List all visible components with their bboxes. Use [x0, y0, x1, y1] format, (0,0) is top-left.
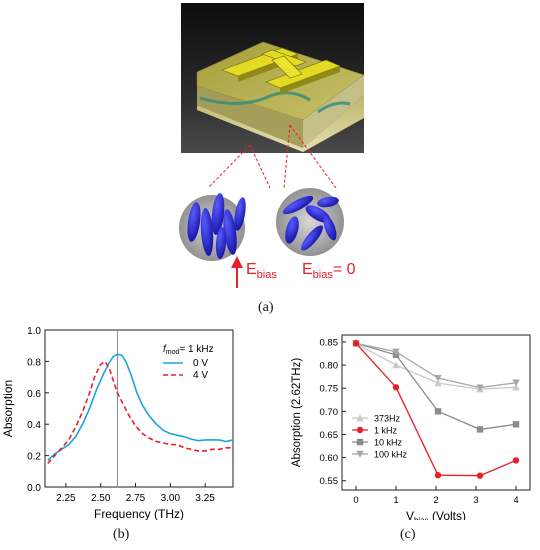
legend-header: fmod= 1 kHz [163, 344, 214, 356]
lc-aligned-circle [179, 193, 246, 261]
legend-label: 4 V [193, 370, 208, 381]
x-tick-label: 2.25 [56, 493, 76, 504]
y-tick-label: 0.75 [320, 384, 339, 395]
data-point-100khz [512, 379, 520, 387]
data-point-373hz [434, 379, 442, 387]
plot-frame [44, 329, 234, 488]
y-tick-label: 0.60 [320, 453, 339, 464]
lc-random-circle [276, 188, 344, 256]
caption-b: (b) [113, 527, 130, 542]
caption-a: (a) [258, 300, 274, 315]
e-bias-zero-sub: bias [312, 269, 333, 282]
data-point-373hz [512, 383, 520, 391]
legend-marker [356, 450, 364, 458]
x-axis-label: Frequency (THz) [94, 507, 184, 520]
slab-front-face [197, 95, 364, 152]
y-axis-label: Absorption [1, 380, 15, 437]
x-tick-label: 3.25 [195, 493, 215, 504]
e-bias-label: Ebias [246, 261, 277, 281]
x-tick-label: 3.00 [161, 493, 181, 504]
data-point-100khz [392, 348, 400, 356]
data-point-10khz [512, 421, 520, 428]
series-line-0v [47, 353, 233, 461]
absorption-spectrum-chart: 0.0 0.2 0.4 0.6 0.8 1.0 2.25 2.50 2.75 3.00 3.25 Fr… [1, 326, 234, 520]
y-tick-label: 0.8 [27, 357, 41, 368]
x-tick-label: 2.75 [126, 493, 146, 504]
y-tick-label: 0.65 [320, 430, 339, 441]
x-tick-label: 2 [433, 495, 438, 506]
y-tick-label: 0.4 [27, 420, 41, 431]
x-tick-label: 3 [473, 495, 478, 506]
device-illustration [179, 3, 365, 288]
e-bias-label-main: E [246, 261, 257, 278]
y-tick-label: 0.6 [27, 389, 41, 400]
data-point-1khz [476, 472, 484, 479]
y-tick-label: 1.0 [27, 326, 41, 337]
caption-c: (c) [400, 527, 416, 542]
data-point-10khz [434, 408, 442, 415]
legend-marker [356, 438, 364, 446]
legend-marker [356, 414, 364, 422]
x-tick-label: 0 [353, 495, 358, 506]
legend-label: 1 kHz [374, 426, 398, 436]
data-point-373hz [392, 361, 400, 369]
x-tick-label: 4 [513, 495, 518, 506]
data-point-100khz [476, 384, 484, 392]
x-axis-label: Vbias (Volts) [406, 509, 466, 520]
y-tick-label: 0.55 [320, 476, 339, 487]
e-bias-label-sub: bias [256, 269, 277, 282]
y-tick-label: 0.70 [320, 407, 339, 418]
e-bias-zero-main: E [302, 261, 313, 278]
y-tick-label: 0.2 [27, 452, 41, 463]
e-bias-zero-label: Ebias= 0 [302, 261, 356, 281]
x-tick-label: 2.50 [91, 493, 111, 504]
data-point-1khz [392, 384, 400, 391]
e-bias-arrow [231, 256, 243, 288]
e-bias-zero-value: = 0 [332, 261, 356, 278]
series-line-4v [47, 360, 233, 464]
data-point-100khz [434, 374, 442, 382]
legend-label: 10 kHz [374, 438, 403, 448]
x-tick-label: 1 [393, 495, 398, 506]
data-point-1khz [434, 471, 442, 479]
y-tick-label: 0.80 [320, 361, 339, 372]
y-tick-label: 0.85 [320, 337, 339, 348]
data-point-1khz [352, 340, 360, 347]
legend-label: 0 V [193, 358, 208, 369]
legend-label: 373Hz [374, 414, 401, 424]
y-axis-label: Absorption (2.62THz) [291, 358, 303, 467]
metamaterial-h-resonator [221, 47, 341, 94]
data-point-1khz [512, 457, 520, 464]
legend-marker [356, 426, 364, 434]
absorption-vs-bias-chart: 0.55 0.60 0.65 0.70 0.75 0.80 0.85 0 1 2 3 4 Vbias (… [291, 334, 531, 520]
data-point-10khz [476, 426, 484, 433]
legend-label: 100 kHz [374, 450, 408, 460]
y-tick-label: 0.0 [27, 483, 41, 494]
